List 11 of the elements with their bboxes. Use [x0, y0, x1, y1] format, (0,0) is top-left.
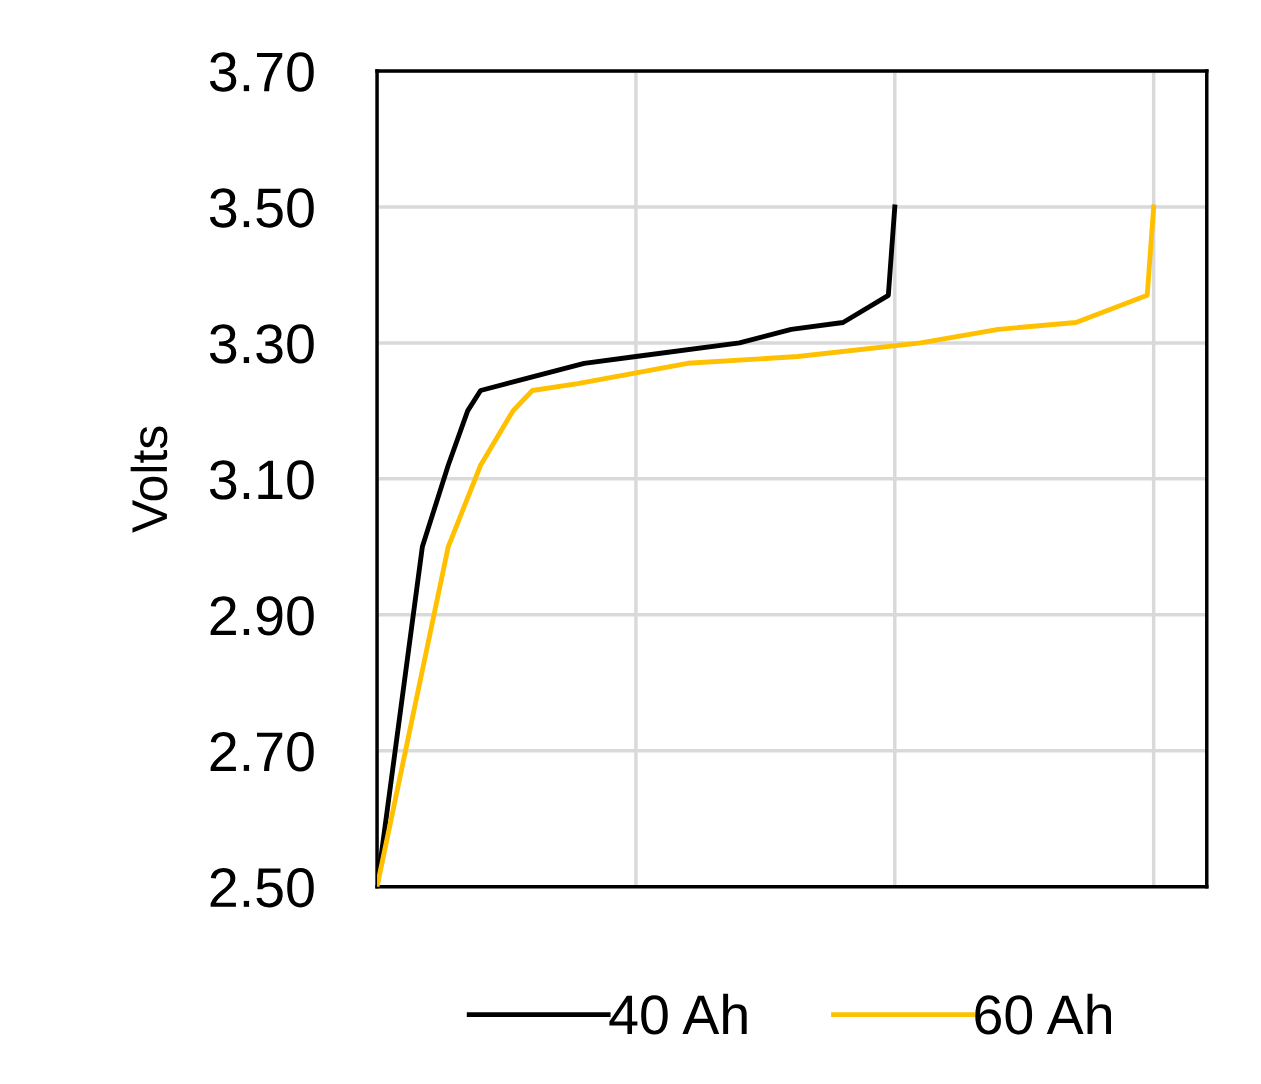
y-axis-title: Volts	[130, 426, 168, 533]
legend-label: 40 Ah	[609, 993, 747, 1035]
y-tick-label: 2.50	[210, 868, 314, 908]
y-tick-label: 2.70	[210, 732, 314, 772]
legend-label: 60 Ah	[975, 993, 1111, 1035]
y-tick-label: 2.90	[210, 596, 314, 636]
line-series	[377, 204, 1157, 887]
y-tick-label: 3.10	[209, 460, 314, 500]
y-tick-label: 3.30	[209, 324, 314, 364]
y-tick-label: 3.70	[209, 52, 314, 92]
y-tick-label: 3.50	[209, 188, 314, 228]
